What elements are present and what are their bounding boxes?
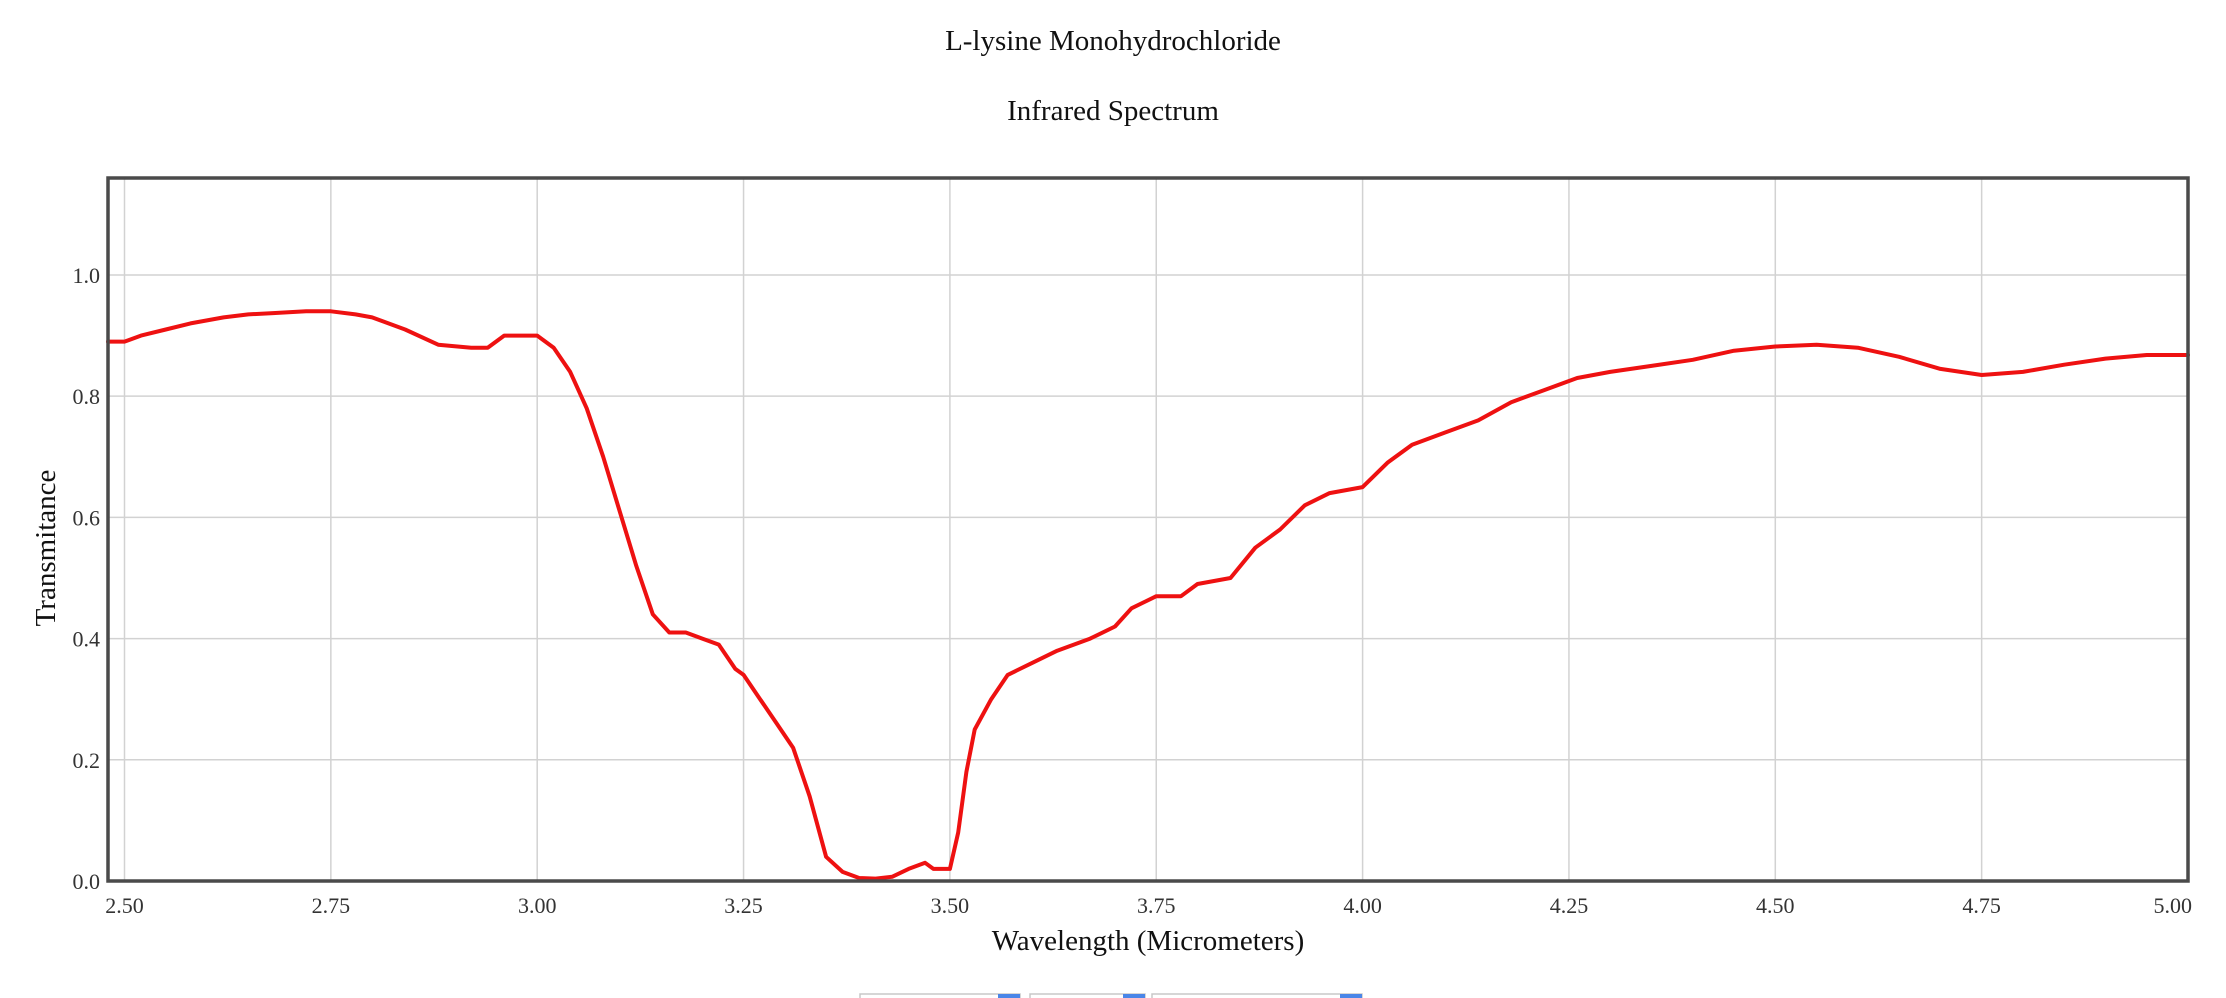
y-tick-label: 0.6 [73,505,101,530]
bottom-controls[interactable] [859,993,1363,998]
x-tick-label: 4.50 [1756,893,1795,918]
y-axis-ticks: 0.0 0.2 0.4 0.6 0.8 1.0 [73,263,101,894]
x-tick-label: 3.75 [1137,893,1176,918]
x-tick-label: 3.25 [724,893,763,918]
chart-title: L-lysine Monohydrochloride [945,25,1281,57]
transmittance-series-line [106,309,2190,881]
control-stub-2[interactable] [1029,993,1146,998]
y-tick-label: 0.0 [73,869,101,894]
control-stub-3[interactable] [1151,993,1363,998]
y-tick-label: 0.2 [73,748,101,773]
x-tick-label: 3.00 [518,893,557,918]
x-tick-label: 5.00 [2154,893,2193,918]
control-stub-3-accent [1340,994,1362,998]
x-axis-label: Wavelength (Micrometers) [992,925,1305,957]
x-tick-label: 3.50 [931,893,970,918]
plot-area-frame [106,176,2190,883]
y-tick-label: 0.8 [73,384,101,409]
control-stub-1-accent [998,994,1020,998]
chart-subtitle: Infrared Spectrum [1007,95,1219,127]
x-tick-label: 2.75 [312,893,351,918]
y-axis-label: Transmitance [30,470,62,627]
x-tick-label: 4.75 [1962,893,2001,918]
x-tick-label: 2.50 [105,893,144,918]
x-axis-ticks: 2.50 2.75 3.00 3.25 3.50 3.75 4.00 4.25 4.50 4.75… [105,893,2192,918]
x-tick-label: 4.25 [1550,893,1589,918]
control-stub-1[interactable] [859,993,1021,998]
control-stub-2-accent [1123,994,1145,998]
series-layer [106,309,2190,881]
y-tick-label: 0.4 [73,627,101,652]
grid [108,178,2189,882]
x-tick-label: 4.00 [1343,893,1382,918]
y-tick-label: 1.0 [73,263,101,288]
